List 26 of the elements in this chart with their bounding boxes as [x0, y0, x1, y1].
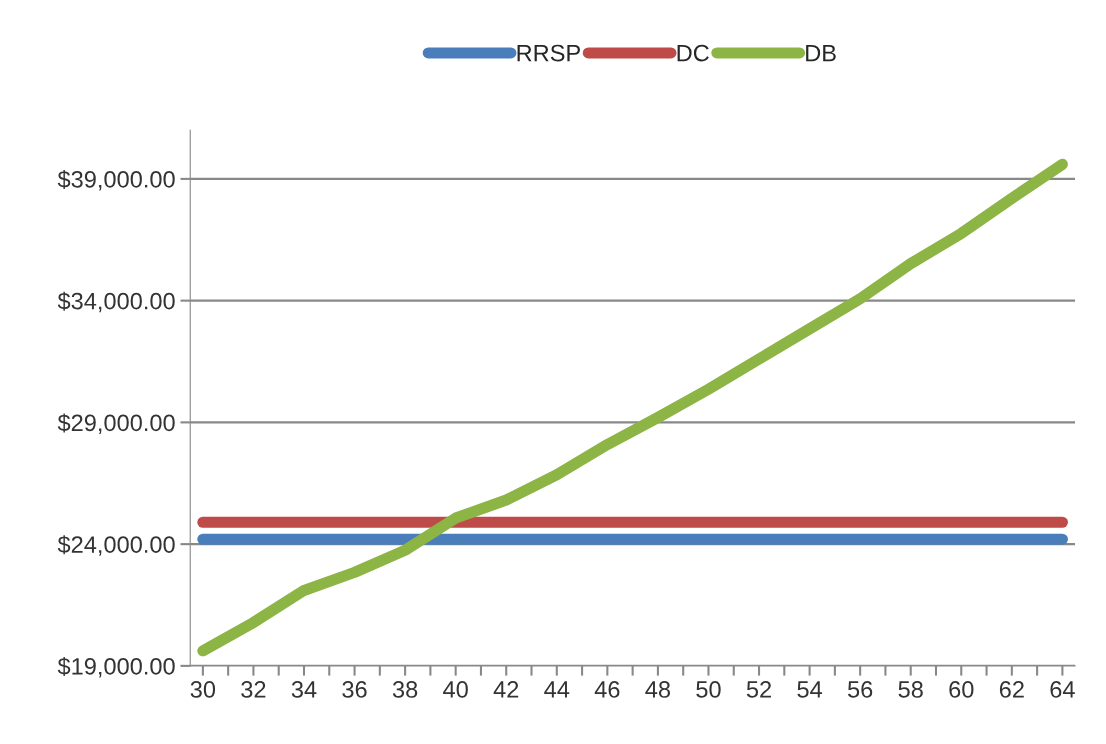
- x-tick-label: 40: [443, 681, 468, 698]
- x-tick-label: 44: [544, 681, 570, 698]
- x-tick-label: 30: [190, 681, 216, 698]
- x-tick-label: 48: [645, 681, 671, 698]
- legend-label: DC: [677, 44, 709, 62]
- x-tick-label: 52: [746, 681, 771, 698]
- x-tick-label: 54: [797, 681, 823, 698]
- x-tick-label: 42: [493, 681, 519, 698]
- legend-label: DB: [806, 44, 836, 62]
- y-tick-label: $39,000.00: [57, 169, 175, 191]
- x-tick-label: 50: [696, 681, 721, 698]
- y-tick-label: $34,000.00: [57, 291, 175, 313]
- x-tick-label: 64: [1050, 681, 1075, 698]
- legend-label: RRSP: [517, 44, 580, 62]
- x-tick-label: 58: [898, 681, 923, 698]
- y-tick-label: $19,000.00: [57, 656, 175, 678]
- x-tick-label: 60: [949, 681, 974, 698]
- y-tick-label: $24,000.00: [57, 535, 175, 556]
- x-tick-label: 46: [594, 681, 620, 698]
- x-tick-label: 32: [241, 681, 266, 698]
- x-tick-label: 38: [392, 681, 418, 698]
- x-tick-label: 62: [999, 681, 1024, 698]
- x-tick-label: 56: [847, 681, 873, 698]
- x-tick-label: 34: [291, 681, 317, 698]
- x-tick-label: 36: [342, 681, 367, 698]
- y-tick-label: $29,000.00: [57, 413, 175, 434]
